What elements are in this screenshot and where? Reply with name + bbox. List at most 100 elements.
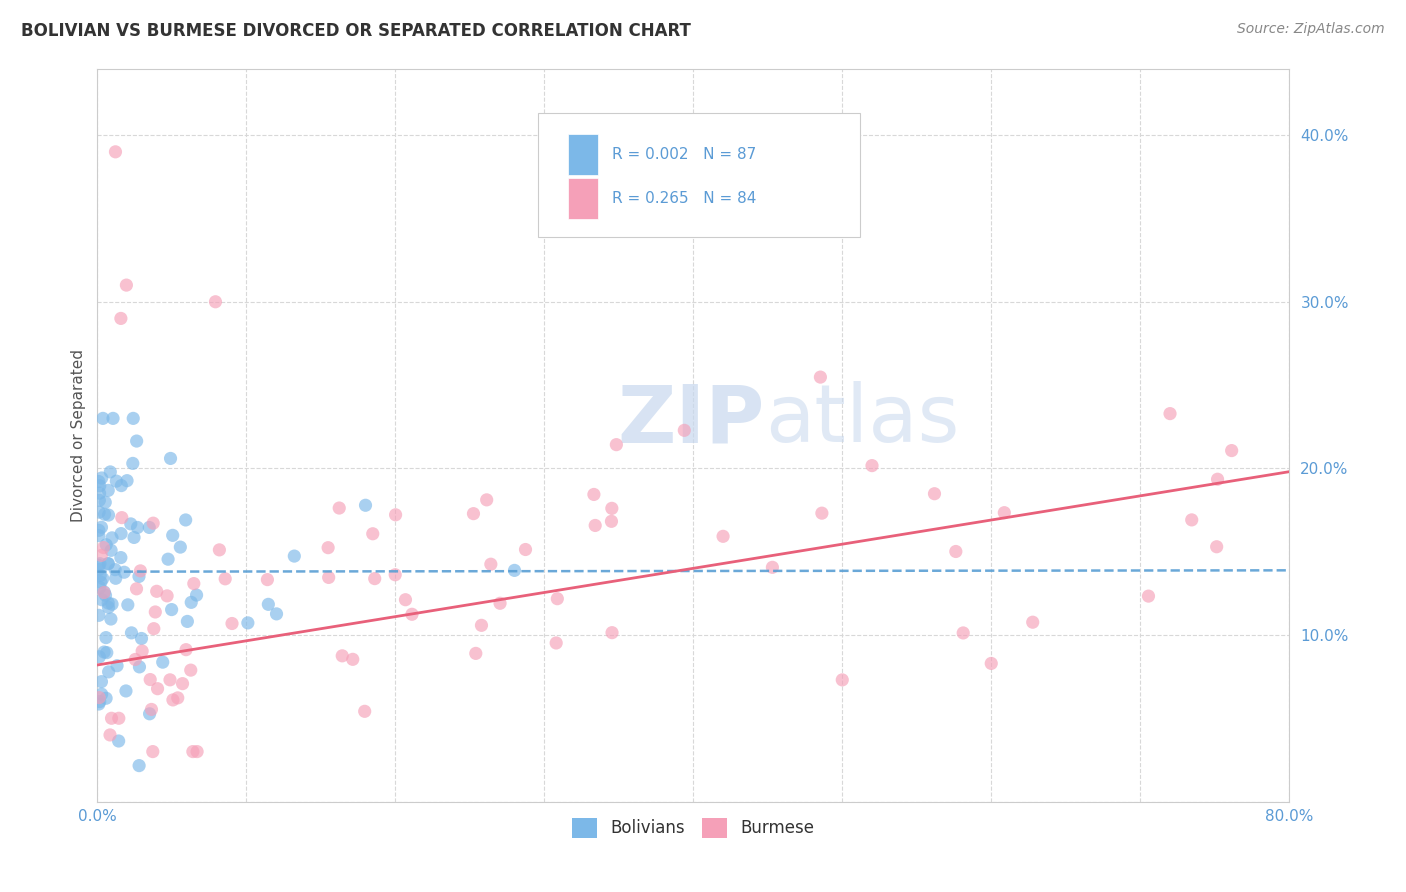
Point [89,486,111,500]
Point [94,588,117,602]
Point [91,572,114,586]
Point [1206,472,1229,486]
Point [110,478,132,492]
Point [328,501,350,516]
Point [89,649,111,664]
Point [186,745,208,759]
Point [236,615,259,630]
Point [97,483,120,498]
Point [89,557,111,571]
Point [87,697,110,711]
Text: ZIP: ZIP [617,382,765,459]
Point [159,451,181,466]
Point [172,676,194,690]
Point [142,745,165,759]
Point [1022,615,1045,630]
Point [90,520,112,534]
Point [100,543,122,558]
Point [129,564,152,578]
Point [101,531,124,545]
Point [183,576,205,591]
Point [180,663,202,677]
Point [110,526,132,541]
Point [138,520,160,534]
Point [470,618,492,632]
Point [121,457,143,471]
Point [90,592,112,607]
Point [993,506,1015,520]
Point [131,644,153,658]
Point [110,550,132,565]
Point [186,588,208,602]
Point [124,652,146,666]
Point [98,465,121,479]
Point [673,423,696,437]
Point [125,434,148,448]
Point [546,591,568,606]
Point [87,528,110,542]
Point [318,570,340,584]
Point [204,294,226,309]
Point [489,596,512,610]
Point [214,572,236,586]
Point [87,524,110,538]
Point [503,563,526,577]
Point [142,516,165,531]
Point [1220,443,1243,458]
Point [107,711,129,725]
Point [1181,513,1204,527]
Point [583,518,606,533]
Point [87,563,110,577]
Point [945,544,967,558]
Point [110,311,132,326]
Point [94,631,117,645]
Point [146,681,169,696]
Point [952,626,974,640]
Point [89,581,111,595]
Point [89,493,111,508]
Point [811,506,834,520]
Point [89,479,111,493]
Point [464,647,486,661]
Point [924,486,946,500]
FancyBboxPatch shape [568,135,598,175]
Point [90,687,112,701]
Point [97,596,120,610]
Point [128,758,150,772]
Point [97,557,120,571]
Point [89,690,111,705]
Point [831,673,853,687]
Point [160,602,183,616]
Point [475,492,498,507]
Text: atlas: atlas [765,382,959,459]
Point [100,711,122,725]
Point [93,585,115,599]
Point [90,674,112,689]
Point [166,690,188,705]
Point [157,552,180,566]
Point [120,625,142,640]
Point [105,658,128,673]
Point [176,615,198,629]
Point [1137,589,1160,603]
Point [96,646,118,660]
Point [980,657,1002,671]
Point [605,437,627,451]
Point [115,278,138,293]
Point [128,569,150,583]
Point [169,540,191,554]
Point [125,582,148,596]
FancyBboxPatch shape [568,178,598,219]
Point [93,541,115,555]
Point [342,652,364,666]
Point [143,605,166,619]
Point [122,531,145,545]
Point [582,487,605,501]
Point [174,513,197,527]
Point [600,625,623,640]
Point [87,558,110,573]
Point [361,526,384,541]
Point [141,702,163,716]
Point [394,592,416,607]
Point [104,563,127,577]
